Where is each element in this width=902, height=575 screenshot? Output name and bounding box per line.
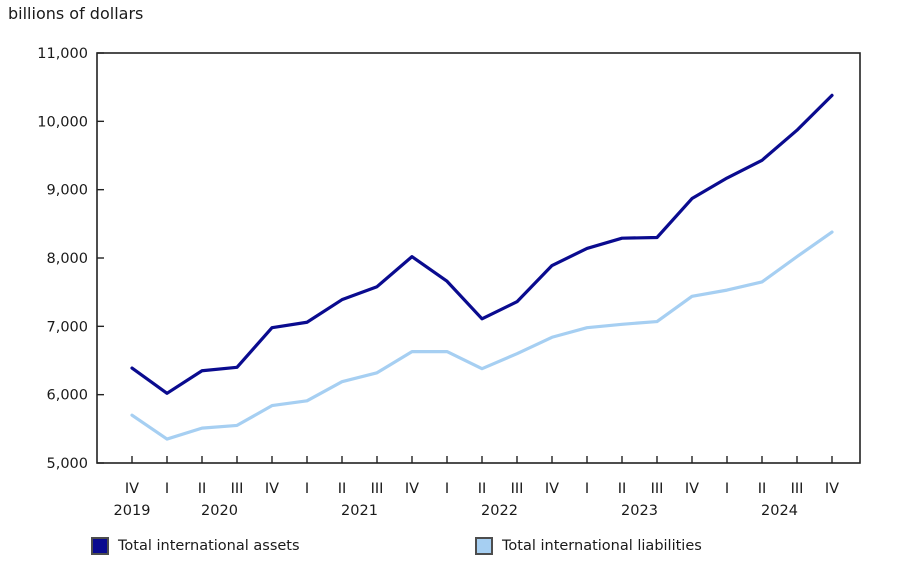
x-axis-quarter-label: II	[618, 481, 627, 497]
y-axis-tick-label: 11,000	[37, 46, 88, 62]
x-axis-quarter-label: IV	[265, 481, 279, 497]
chart-title: billions of dollars	[8, 4, 144, 23]
y-axis-tick-label: 10,000	[37, 114, 88, 130]
y-axis-tick-label: 8,000	[46, 251, 88, 267]
line-chart-canvas: 5,000 6,000 7,000 8,000 9,000 10,000 11,000 IV I…	[37, 46, 861, 519]
x-axis-quarter-label: III	[511, 481, 524, 497]
y-axis-tick-label: 9,000	[46, 183, 88, 199]
assets-legend-label: Total international assets	[118, 538, 300, 554]
x-axis-year-label: 2019	[114, 503, 151, 519]
x-axis-year-label: 2023	[621, 503, 658, 519]
series-line-0	[130, 93, 834, 395]
x-axis-quarter-label: IV	[405, 481, 419, 497]
liabilities-legend-swatch-icon	[475, 537, 493, 555]
x-axis-quarter-label: I	[305, 481, 309, 497]
x-axis-year-label: 2020	[201, 503, 238, 519]
series-line-1	[130, 230, 834, 441]
x-axis-quarter-label: II	[198, 481, 207, 497]
x-axis-quarter-label: II	[478, 481, 487, 497]
x-axis-quarter-label: I	[165, 481, 169, 497]
x-axis-quarter-label: IV	[125, 481, 139, 497]
x-axis-quarter-label: I	[445, 481, 449, 497]
x-axis-quarter-label: II	[758, 481, 767, 497]
x-axis-quarter-label: I	[725, 481, 729, 497]
x-axis-year-label: 2024	[761, 503, 798, 519]
plot-border	[96, 52, 861, 464]
x-axis-quarter-label: III	[231, 481, 244, 497]
y-axis-tick-label: 6,000	[46, 388, 88, 404]
x-axis-quarter-label: II	[338, 481, 347, 497]
x-axis-quarter-label: III	[651, 481, 664, 497]
x-axis-quarter-label: IV	[825, 481, 839, 497]
x-axis-quarter-label: IV	[685, 481, 699, 497]
assets-legend-swatch-icon	[91, 537, 109, 555]
x-axis-quarter-label: I	[585, 481, 589, 497]
y-axis-tick-label: 7,000	[46, 319, 88, 335]
legend-item-liabilities: Total international liabilities	[475, 537, 702, 555]
liabilities-legend-label: Total international liabilities	[502, 538, 702, 554]
x-axis-year-label: 2022	[481, 503, 518, 519]
legend-item-assets: Total international assets	[91, 537, 300, 555]
x-axis-quarter-label: III	[371, 481, 384, 497]
x-axis-quarter-label: III	[791, 481, 804, 497]
x-axis-quarter-label: IV	[545, 481, 559, 497]
x-axis-year-label: 2021	[341, 503, 378, 519]
y-axis-tick-label: 5,000	[46, 456, 88, 472]
